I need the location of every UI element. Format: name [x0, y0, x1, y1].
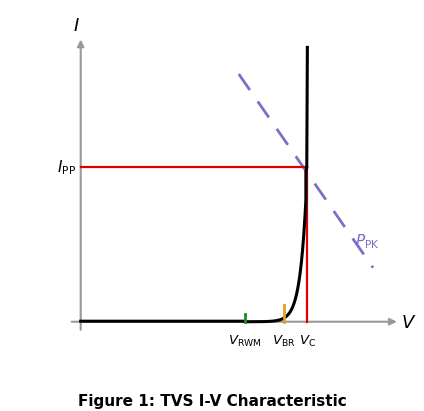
Text: I: I — [74, 17, 79, 35]
Text: I$_{\rm PP}$: I$_{\rm PP}$ — [57, 158, 76, 177]
Text: V: V — [401, 314, 414, 332]
Text: V$_{\rm C}$: V$_{\rm C}$ — [299, 334, 316, 349]
Text: Figure 1: TVS I-V Characteristic: Figure 1: TVS I-V Characteristic — [78, 394, 346, 409]
Text: V$_{\rm RWM}$: V$_{\rm RWM}$ — [228, 334, 262, 349]
Text: V$_{\rm BR}$: V$_{\rm BR}$ — [272, 334, 296, 349]
Text: P$_{\rm PK}$: P$_{\rm PK}$ — [355, 232, 380, 251]
